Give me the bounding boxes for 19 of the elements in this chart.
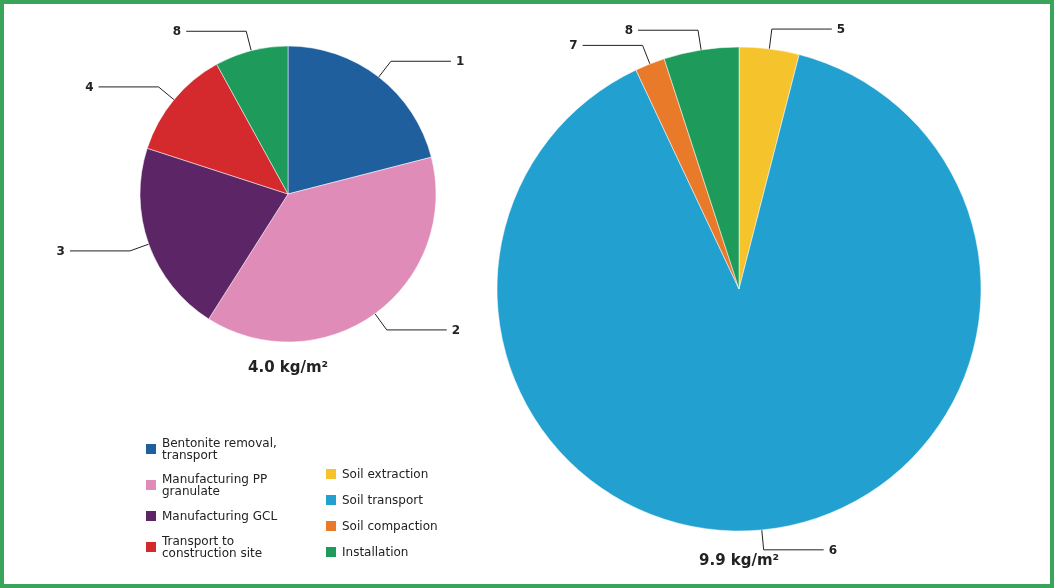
text: 6	[828, 542, 838, 557]
slice-label: 9.9 kg/m²	[699, 550, 780, 569]
text: 5	[836, 22, 846, 37]
legend-label: Soil extraction	[342, 467, 429, 481]
text: 8	[624, 23, 634, 38]
text: 4	[85, 79, 94, 94]
slice-label: 4.0 kg/m²	[248, 357, 329, 376]
text: 2	[451, 322, 461, 337]
legend-label: Bentonite removal, transport	[162, 436, 281, 462]
text: 8	[172, 24, 182, 39]
legend-label: Soil transport	[342, 493, 424, 507]
text: 7	[569, 38, 578, 53]
legend-label: Transport to construction site	[161, 534, 263, 560]
legend-label: Manufacturing GCL	[162, 509, 278, 523]
legend-label: Soil compaction	[342, 519, 438, 533]
text: 3	[56, 243, 65, 258]
legend-label: Installation	[342, 545, 409, 559]
text: 1	[455, 54, 465, 69]
legend-label: Manufacturing PP granulate	[162, 472, 271, 498]
